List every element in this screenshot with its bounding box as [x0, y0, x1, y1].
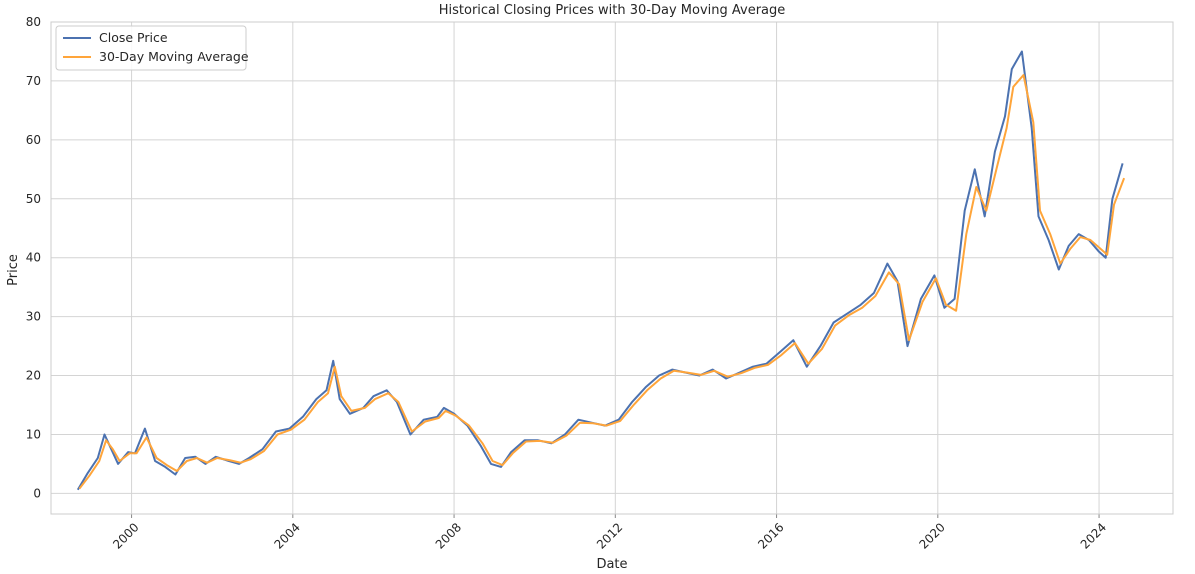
y-tick-label: 30	[26, 310, 41, 324]
y-tick-label: 60	[26, 133, 41, 147]
y-tick-label: 20	[26, 369, 41, 383]
plot-frame	[50, 21, 1174, 515]
x-axis-label: Date	[596, 557, 627, 572]
y-tick-label: 50	[26, 192, 41, 206]
series-layer	[76, 50, 1126, 491]
grid	[51, 21, 1173, 518]
series-line-moving-average	[78, 74, 1126, 490]
y-tick-label: 0	[33, 486, 41, 500]
y-axis-label: Price	[6, 254, 21, 286]
legend-label-moving-average: 30-Day Moving Average	[99, 49, 249, 64]
legend-label-close-price: Close Price	[99, 30, 168, 45]
legend-box	[55, 25, 247, 71]
chart-title: Historical Closing Prices with 30-Day Mo…	[439, 3, 786, 18]
y-tick-label: 10	[26, 427, 41, 441]
y-tick-label: 80	[26, 15, 41, 29]
y-tick-label: 70	[26, 74, 41, 88]
legend: Close Price 30-Day Moving Average	[55, 25, 249, 71]
y-tick-label: 40	[26, 251, 41, 265]
